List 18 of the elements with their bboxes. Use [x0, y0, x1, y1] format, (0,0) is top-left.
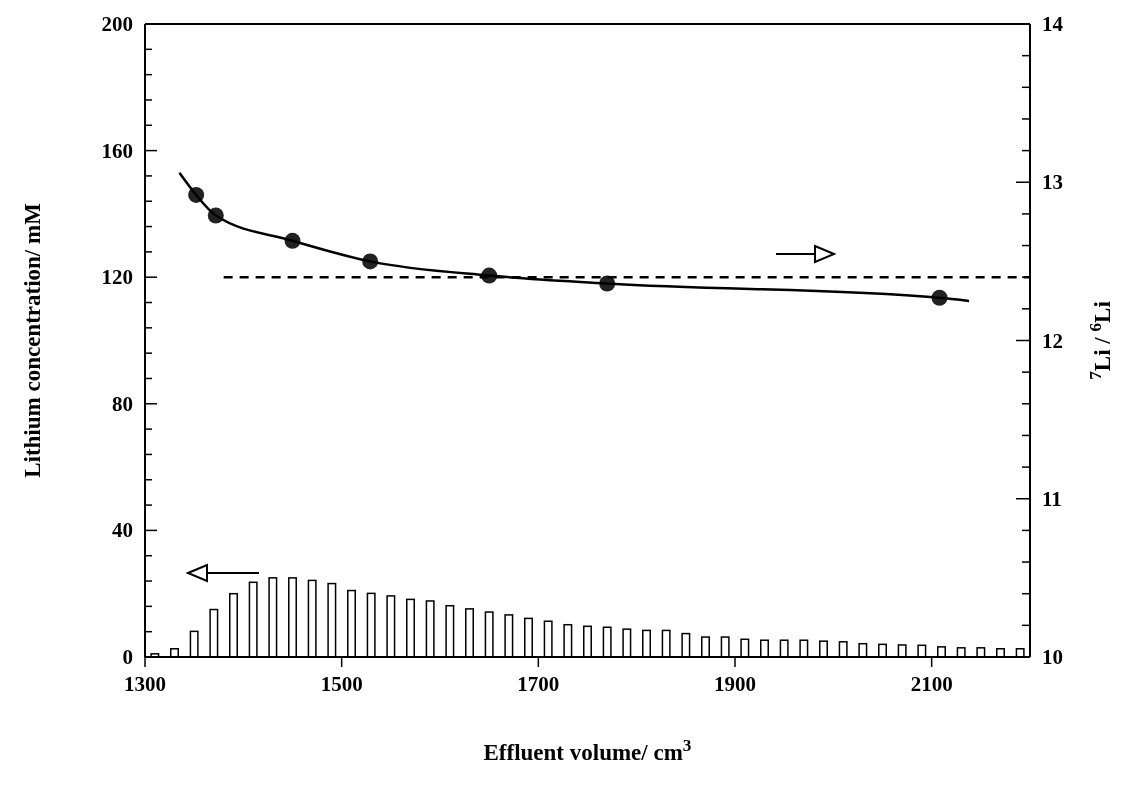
x-tick-label: 1700	[517, 672, 560, 696]
y2-tick-label: 10	[1042, 645, 1063, 669]
y2-tick-label: 14	[1042, 12, 1064, 36]
y2-tick-label: 11	[1042, 486, 1062, 511]
x-tick-label: 2100	[910, 672, 953, 696]
x-tick-label: 1300	[124, 672, 166, 696]
y-tick-label: 120	[101, 265, 133, 290]
y-tick-label: 40	[112, 518, 133, 543]
y2-tick-label: 12	[1042, 328, 1063, 353]
y-tick-label: 0	[122, 645, 133, 669]
x-tick-label: 1500	[320, 672, 363, 696]
y-tick-label: 200	[101, 12, 133, 36]
x-axis-title: Effluent volume/ cm$^{3}$	[483, 735, 692, 765]
y-axis-title: Lithium concentration/ mM	[20, 202, 45, 478]
y-tick-label: 80	[112, 391, 133, 416]
y2-tick-label: 13	[1042, 170, 1063, 195]
y-tick-label: 160	[101, 138, 133, 163]
x-tick-label: 1900	[714, 672, 756, 696]
